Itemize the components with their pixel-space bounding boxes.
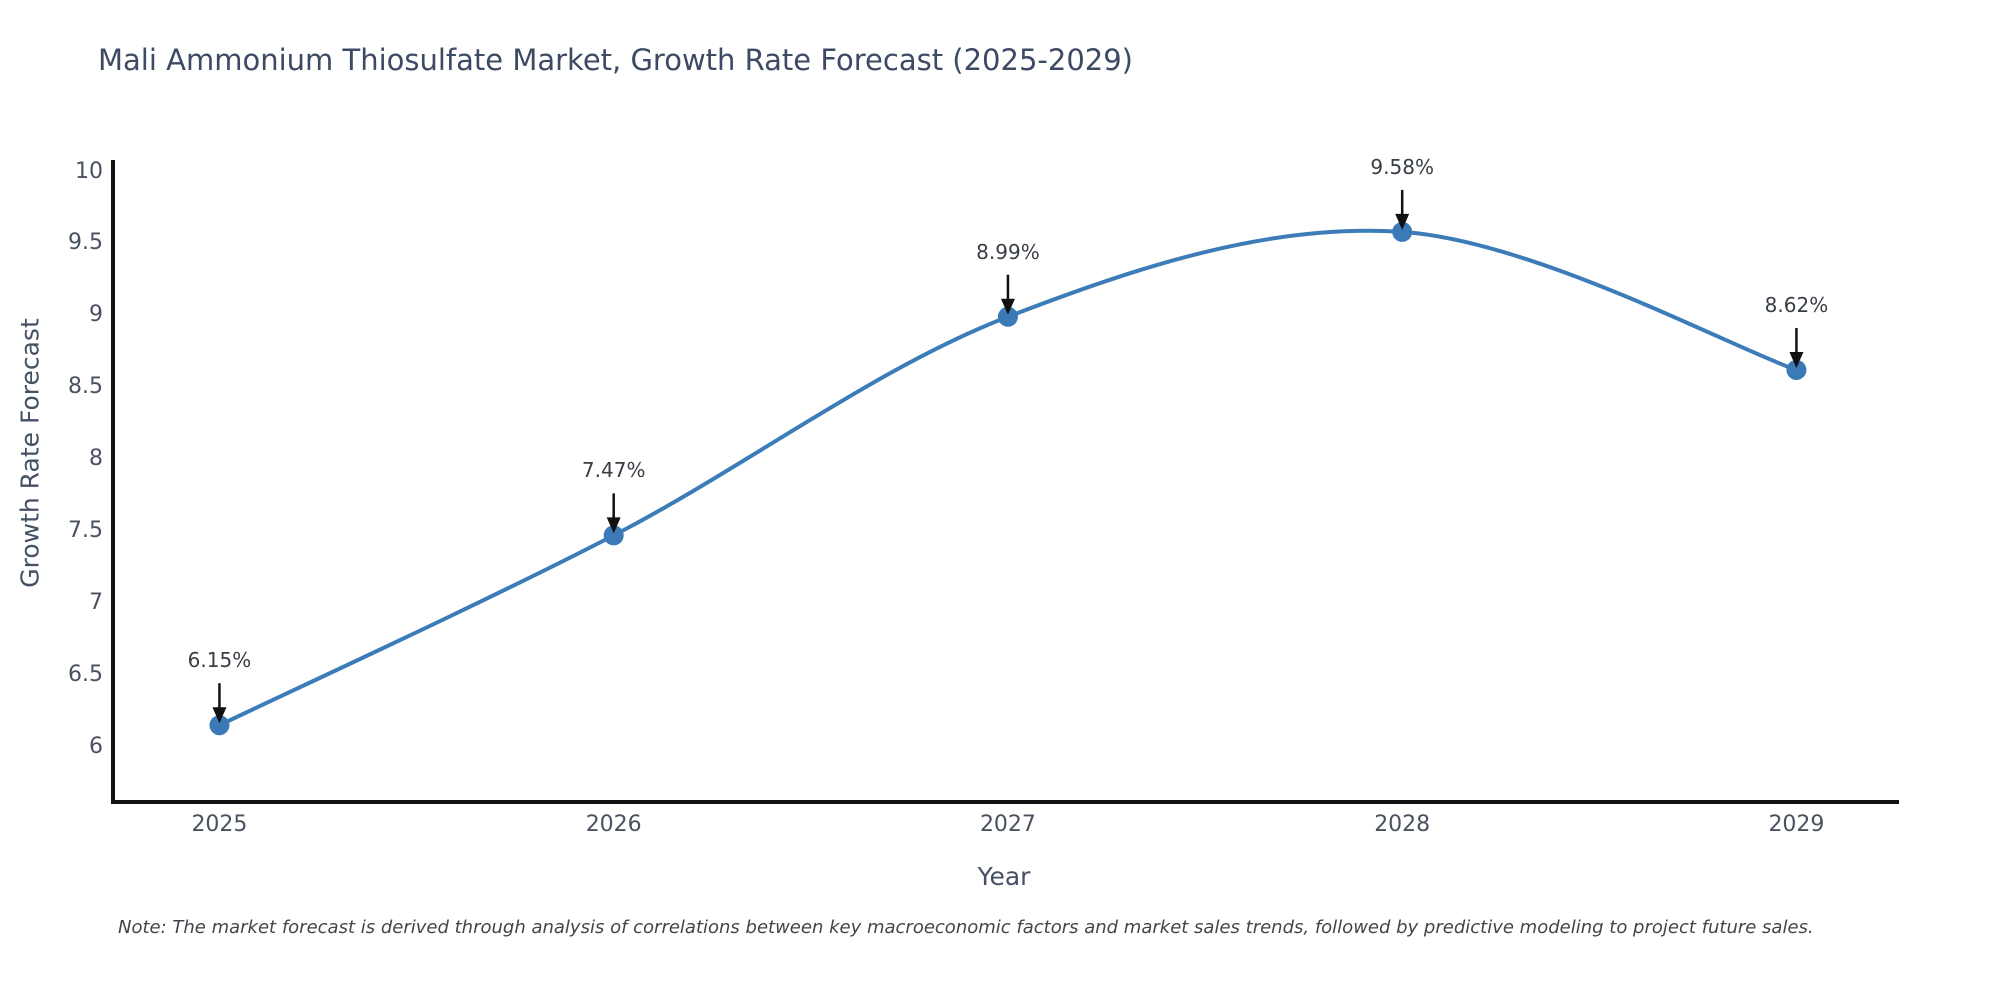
y-tick-label: 8 bbox=[89, 446, 103, 472]
data-point-marker bbox=[1786, 359, 1807, 380]
x-axis-line bbox=[111, 800, 1899, 804]
annotation-arrow-head bbox=[1000, 298, 1015, 315]
chart-title: Mali Ammonium Thiosulfate Market, Growth… bbox=[98, 43, 1133, 77]
annotation-arrow-head bbox=[212, 707, 227, 724]
y-tick-label: 6 bbox=[89, 733, 103, 759]
data-point-marker bbox=[997, 306, 1018, 327]
y-tick-label: 7 bbox=[89, 589, 103, 615]
y-tick-label: 10 bbox=[75, 158, 103, 184]
y-tick-label: 7.5 bbox=[68, 518, 103, 544]
x-tick-label: 2027 bbox=[979, 812, 1036, 837]
x-tick-label: 2025 bbox=[191, 812, 248, 837]
annotation-arrow-head bbox=[1789, 351, 1804, 368]
annotation-arrow-head bbox=[606, 517, 621, 534]
y-tick-label: 8.5 bbox=[68, 374, 103, 400]
x-tick-label: 2026 bbox=[585, 812, 642, 837]
point-annotation: 7.47% bbox=[581, 458, 646, 483]
annotation-arrow-head bbox=[1395, 213, 1410, 230]
y-tick-label: 6.5 bbox=[68, 661, 103, 687]
x-tick-label: 2029 bbox=[1768, 812, 1825, 837]
y-tick-label: 9 bbox=[89, 302, 103, 328]
data-point-marker bbox=[209, 715, 230, 736]
point-annotation: 6.15% bbox=[187, 648, 252, 673]
point-annotation: 9.58% bbox=[1370, 154, 1434, 179]
x-tick-label: 2028 bbox=[1374, 812, 1431, 837]
y-axis-line bbox=[111, 160, 115, 804]
data-point-marker bbox=[1392, 221, 1413, 242]
point-annotation: 8.99% bbox=[976, 239, 1040, 264]
x-axis-title: Year bbox=[977, 862, 1031, 891]
point-annotation: 8.62% bbox=[1764, 292, 1829, 317]
footnote: Note: The market forecast is derived thr… bbox=[118, 917, 1814, 938]
y-tick-label: 9.5 bbox=[68, 230, 103, 256]
data-point-marker bbox=[603, 525, 624, 546]
